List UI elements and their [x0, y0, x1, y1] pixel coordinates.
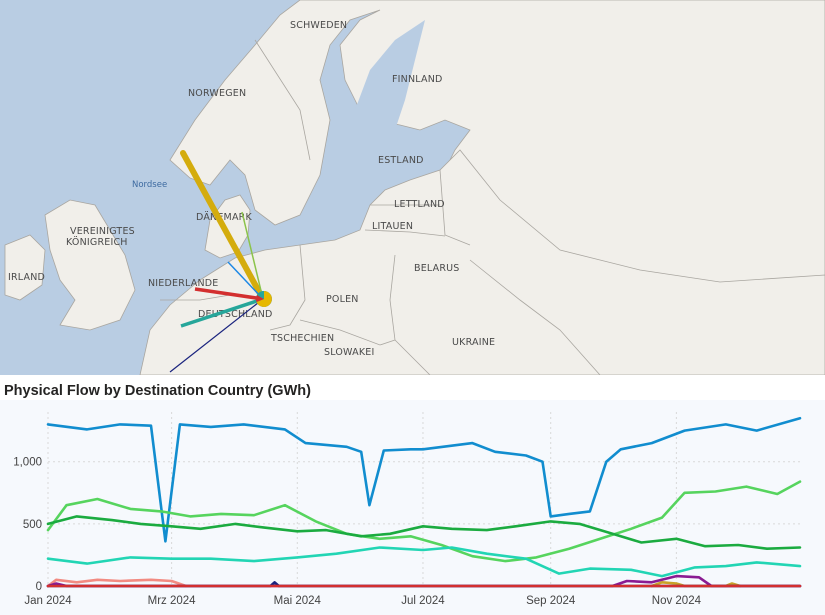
label-slowakei: SLOWAKEI: [324, 347, 374, 358]
label-irland: IRLAND: [8, 272, 45, 283]
y-tick-label: 500: [23, 519, 42, 531]
series-line-5[interactable]: [46, 578, 188, 588]
series-line-2[interactable]: [46, 480, 802, 563]
flow-line-belgien: [194, 287, 264, 301]
label-lettland: LETTLAND: [394, 199, 445, 210]
origin-pie-marker[interactable]: [255, 290, 272, 307]
label-litauen: LITAUEN: [372, 221, 413, 232]
label-vereinigtes: VEREINIGTES: [70, 226, 135, 237]
label-finnland: FINNLAND: [392, 74, 443, 85]
flow-line-norwegen: [180, 150, 266, 302]
label-niederlande: NIEDERLANDE: [148, 278, 218, 289]
physical-flow-chart: 0 500 1,000 Jan 2024 Mrz 2024 Mai 2024 Jul 202…: [0, 400, 825, 615]
y-tick-label: 0: [36, 581, 42, 593]
land-continent: [139, 149, 825, 375]
flow-line-frankreich: [180, 297, 264, 328]
chart-title: Physical Flow by Destination Country (GW…: [4, 383, 311, 399]
x-tick-label: Jul 2024: [401, 595, 445, 607]
label-schweden: SCHWEDEN: [290, 20, 347, 31]
flow-line-schweiz: [169, 298, 264, 373]
x-tick-label: Mrz 2024: [148, 595, 197, 607]
land-britain: [44, 199, 136, 331]
series-line-3[interactable]: [46, 515, 802, 550]
x-tick-label: Sep 2024: [526, 595, 576, 607]
label-polen: POLEN: [326, 294, 359, 305]
x-tick-label: Nov 2024: [652, 595, 702, 607]
label-nordsee: Nordsee: [132, 180, 167, 190]
label-tschechien: TSCHECHIEN: [270, 333, 334, 344]
series-line-4[interactable]: [46, 546, 802, 578]
flow-lines[interactable]: [169, 150, 266, 373]
label-deutschland: DEUTSCHLAND: [198, 309, 273, 320]
country-labels: SCHWEDEN FINNLAND NORWEGEN ESTLAND LETTL…: [8, 20, 495, 358]
flow-line-niederlande: [227, 261, 264, 300]
label-ukraine: UKRAINE: [452, 337, 495, 348]
flow-line-daenemark: [241, 211, 264, 300]
label-estland: ESTLAND: [378, 155, 424, 166]
y-tick-label: 1,000: [13, 457, 42, 469]
gulf-of-bothnia: [345, 20, 425, 160]
country-borders: [160, 39, 601, 375]
x-tick-label: Jan 2024: [24, 595, 72, 607]
europe-flow-map[interactable]: SCHWEDEN FINNLAND NORWEGEN ESTLAND LETTL…: [0, 0, 825, 375]
series-line-1[interactable]: [46, 416, 802, 543]
label-daenemark: DÄNEMARK: [196, 212, 252, 223]
label-norwegen: NORWEGEN: [188, 88, 246, 99]
label-belarus: BELARUS: [414, 263, 460, 274]
land-ireland: [4, 234, 46, 301]
label-koenigreich: KÖNIGREICH: [66, 237, 128, 248]
x-tick-label: Mai 2024: [274, 595, 322, 607]
